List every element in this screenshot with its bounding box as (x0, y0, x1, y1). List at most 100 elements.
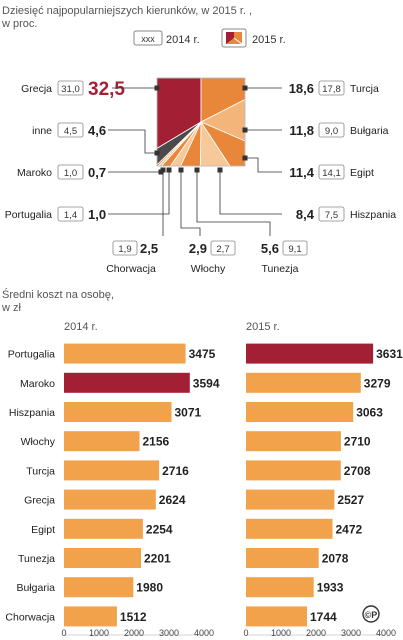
bar-value-2014-tunezja: 2201 (144, 552, 171, 566)
bar-value-2015-egipt: 2472 (336, 522, 363, 536)
bar-panel-2014: Portugalia 3475 Maroko 3594 Hiszpania 3071 Wło… (5, 343, 220, 638)
pie-label-grecja-2014-value: 31,0 (61, 84, 80, 95)
pie-label-turcja-marker (242, 85, 248, 91)
legend-2014-box-text: xxx (141, 34, 155, 44)
bars-2014-title: 2014 r. (64, 321, 98, 333)
bar-2014-tunezja (64, 548, 141, 568)
bar-2015-bulgaria (246, 577, 314, 598)
pie-label-inne-2015-value: 4,6 (88, 123, 106, 138)
bar-value-2014-hiszpania: 3071 (175, 406, 202, 420)
pie-label-egipt-2015-value: 11,4 (289, 165, 314, 180)
pie-label-inne-leader (108, 129, 157, 154)
pie-label-egipt-2014-value: 14,1 (322, 168, 341, 179)
pie-label-bulgaria-name: Bułgaria (350, 125, 389, 137)
tick-label-1000: 1000 (271, 628, 291, 638)
pie-label-wlochy-name: Włochy (191, 263, 226, 275)
pie-label-hiszpania-2015-value: 8,4 (296, 207, 315, 222)
category-label-portugalia: Portugalia (8, 349, 55, 361)
bar-2014-egipt (64, 518, 143, 539)
square-pie-chart (156, 77, 246, 167)
pie-label-maroko-2014-value: 1,0 (64, 168, 77, 179)
bar-2014-hiszpania (64, 402, 172, 422)
bar-value-2014-grecja: 2624 (159, 493, 186, 507)
pie-label-wlochy-2015-value: 2,9 (189, 241, 207, 256)
bar-value-2015-grecja: 2527 (337, 493, 364, 507)
pie-label-portugalia-marker (166, 167, 172, 173)
pie-label-tunezja-marker (194, 167, 200, 173)
cost-title-line2: w zł (1, 302, 22, 314)
category-label-bulgaria: Bułgaria (16, 582, 55, 594)
pie-label-tunezja-2014-value: 9,1 (288, 244, 301, 255)
bar-value-2015-tunezja: 2078 (322, 552, 349, 566)
pie-label-egipt-leader (245, 157, 282, 173)
pie-title-line1: Dziesięć najpopularniejszych kierunków, … (2, 5, 252, 17)
pie-label-portugalia-2014-value: 1,4 (64, 210, 77, 221)
pie-label-hiszpania-marker (217, 167, 223, 173)
bars-2015-title: 2015 r. (246, 321, 280, 333)
legend-2015-label: 2015 r. (252, 34, 286, 46)
tick-label-0: 0 (61, 628, 66, 638)
pie-label-bulgaria-marker (242, 127, 248, 133)
bar-2015-wlochy (246, 431, 341, 452)
bar-2015-turcja (246, 460, 341, 481)
pie-label-grecja-name: Grecja (21, 83, 52, 95)
tick-label-3000: 3000 (159, 628, 179, 638)
bar-value-2014-egipt: 2254 (146, 522, 173, 536)
pie-label-tunezja-2014-box (282, 240, 308, 256)
bar-value-2014-bulgaria: 1980 (136, 581, 163, 595)
pie-label-bulgaria-2015-value: 11,8 (289, 123, 314, 138)
bar-value-2014-portugalia: 3475 (189, 347, 216, 361)
pie-label-portugalia-leader (108, 170, 170, 215)
legend-2014-label: 2014 r. (166, 34, 200, 46)
category-label-wlochy: Włochy (21, 436, 56, 448)
bar-2015-hiszpania (246, 402, 354, 422)
pie-label-tunezja-name: Tunezja (262, 263, 299, 275)
bar-2015-chorwacja (246, 606, 307, 627)
pie-label-tunezja-2015-value: 5,6 (261, 241, 279, 256)
tick-label-2000: 2000 (306, 628, 326, 638)
tick-label-4000: 4000 (376, 628, 396, 638)
bar-2014-turcja (64, 460, 160, 481)
pie-label-hiszpania-2014-value: 7,5 (325, 210, 338, 221)
bar-value-2014-chorwacja: 1512 (120, 610, 147, 624)
pie-label-inne-marker (154, 150, 160, 156)
pie-label-inne-name: inne (32, 125, 52, 137)
bar-2014-maroko (64, 372, 190, 393)
bar-2015-egipt (246, 518, 333, 539)
pie-label-hiszpania-leader (219, 170, 282, 215)
pie-label-chorwacja-marker (160, 167, 166, 173)
bar-value-2015-wlochy: 2710 (344, 435, 371, 449)
tick-label-3000: 3000 (341, 628, 361, 638)
bar-2014-portugalia (64, 343, 186, 364)
bar-2015-grecja (246, 489, 335, 510)
pie-label-egipt-2014-box (318, 164, 345, 180)
pie-label-grecja-2015-value: 32,5 (88, 79, 125, 100)
pie-label-hiszpania-name: Hiszpania (350, 209, 396, 221)
bar-2015-portugalia (246, 343, 374, 364)
bar-value-2014-wlochy: 2156 (143, 435, 170, 449)
tick-label-2000: 2000 (124, 628, 144, 638)
bar-value-2015-portugalia: 3631 (376, 347, 403, 361)
category-label-turcja: Turcja (26, 465, 55, 477)
pie-label-maroko-2014-box (57, 164, 84, 180)
bar-2015-maroko (246, 372, 361, 393)
bar-2014-grecja (64, 489, 156, 510)
bar-value-2014-maroko: 3594 (193, 376, 220, 390)
pie-label-chorwacja-2014-value: 1,9 (118, 244, 131, 255)
bar-charts: Portugalia 3475 Maroko 3594 Hiszpania 3071 Wło… (5, 343, 403, 638)
pie-label-bulgaria-2014-value: 9,0 (325, 126, 338, 137)
pie-label-tunezja-leader (196, 170, 271, 236)
bar-2014-chorwacja (64, 606, 117, 627)
pie-label-portugalia-name: Portugalia (5, 209, 52, 221)
pie-label-turcja-name: Turcja (350, 83, 379, 95)
pie-label-egipt-marker (242, 155, 248, 161)
bar-value-2015-turcja: 2708 (344, 464, 371, 478)
bar-value-2015-maroko: 3279 (364, 376, 391, 390)
pie-label-chorwacja-2014-box (112, 240, 138, 256)
pie-label-portugalia-2014-box (57, 206, 84, 222)
bar-2014-bulgaria (64, 577, 134, 598)
category-label-chorwacja: Chorwacja (5, 611, 55, 623)
pie-label-portugalia-2015-value: 1,0 (88, 207, 106, 222)
category-label-tunezja: Tunezja (18, 553, 55, 565)
